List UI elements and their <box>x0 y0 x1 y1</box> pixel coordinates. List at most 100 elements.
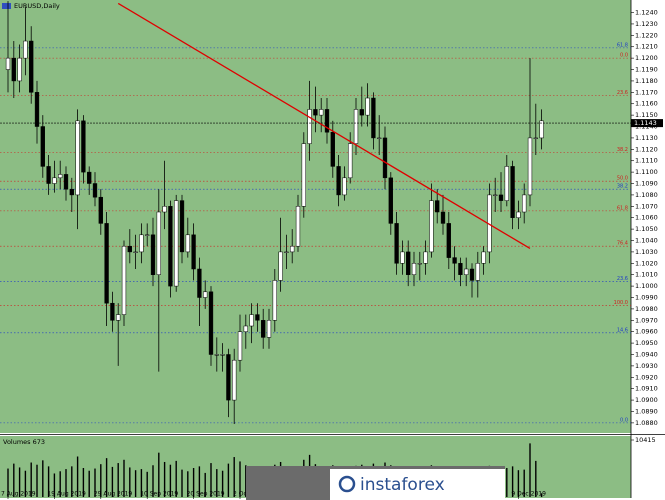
candle-body <box>504 166 509 201</box>
level-label: 0.0 <box>620 417 628 423</box>
candle-body <box>516 211 521 218</box>
candle-body <box>52 177 57 184</box>
candle-body <box>272 280 277 321</box>
candle-body <box>58 174 63 179</box>
y-tick-label: 1.1060 <box>635 214 658 222</box>
candle-body <box>307 109 312 144</box>
candle-body <box>150 234 156 275</box>
level-label: 38.2 <box>617 184 628 190</box>
candle-body <box>475 263 480 281</box>
candle-body <box>458 263 463 275</box>
candle-body <box>365 97 370 116</box>
y-tick-label: 1.0990 <box>635 293 658 301</box>
candle-body <box>34 92 40 127</box>
y-tick-label: 1.0930 <box>635 362 658 370</box>
candle-body <box>116 314 121 321</box>
candle-body <box>417 263 422 265</box>
candle-body <box>232 359 237 401</box>
candle-body <box>394 223 399 264</box>
y-tick-label: 1.1110 <box>635 157 658 165</box>
candle-body <box>527 137 533 196</box>
candle-body <box>319 109 324 116</box>
y-tick-label: 1.1200 <box>635 54 658 62</box>
y-tick-label: 1.0920 <box>635 373 658 381</box>
y-tick-label: 1.0940 <box>635 350 658 358</box>
candle-body <box>498 194 504 201</box>
candle-body <box>510 166 515 218</box>
candle-body <box>348 143 353 179</box>
candle-body <box>278 251 283 281</box>
candle-body <box>197 268 202 298</box>
candle-body <box>110 302 115 321</box>
candle-body <box>87 171 92 184</box>
y-tick-label: 1.1000 <box>635 282 658 290</box>
candle-body <box>29 40 34 93</box>
candle-body <box>261 320 266 338</box>
level-label: 23.6 <box>617 90 628 96</box>
candle-body <box>17 57 22 82</box>
candle-body <box>23 40 28 59</box>
candle-body <box>168 206 173 287</box>
current-price-box <box>631 119 663 128</box>
level-label: 50.0 <box>617 176 628 182</box>
volume-tick-label: 10415 <box>635 436 656 444</box>
level-label: 100.0 <box>614 300 628 306</box>
candle-body <box>429 200 434 253</box>
candle-body <box>255 314 260 321</box>
candle-body <box>179 200 185 253</box>
candle-body <box>185 234 190 253</box>
candle-body <box>411 263 417 275</box>
candle-body <box>406 251 411 275</box>
candle-body <box>440 211 446 224</box>
candle-body <box>539 120 544 139</box>
y-tick-label: 1.1070 <box>635 202 658 210</box>
candle-body <box>423 251 428 264</box>
candle-body <box>127 245 132 253</box>
current-price-label: 1.1143 <box>634 119 657 127</box>
level-label: 76.4 <box>617 241 628 247</box>
candle-body <box>446 223 451 258</box>
candle-body <box>295 206 301 247</box>
candle-body <box>145 234 150 236</box>
candle-body <box>63 174 69 190</box>
candle-body <box>266 320 272 338</box>
candle-body <box>435 200 440 213</box>
candle-body <box>377 137 382 139</box>
y-tick-label: 1.1160 <box>635 100 658 108</box>
x-tick-label: 9 Dec 2019 <box>511 491 546 498</box>
y-tick-label: 1.1220 <box>635 31 658 39</box>
candle-body <box>220 354 225 356</box>
candle-body <box>46 166 51 184</box>
candle-body <box>139 234 144 253</box>
y-tick-label: 1.0910 <box>635 385 658 393</box>
y-tick-label: 1.1040 <box>635 237 658 245</box>
y-tick-label: 1.1080 <box>635 191 658 199</box>
logo-icon <box>338 475 356 493</box>
candle-body <box>226 354 231 401</box>
y-tick-label: 1.1170 <box>635 88 658 96</box>
candle-body <box>40 126 45 167</box>
y-tick-label: 1.1190 <box>635 66 658 74</box>
candle-body <box>342 177 347 196</box>
y-tick-label: 1.1130 <box>635 134 658 142</box>
x-tick-label: 29 Aug 2019 <box>94 491 133 498</box>
candle-body <box>98 196 103 224</box>
x-tick-label: 19 Aug 2019 <box>47 491 86 498</box>
candle-body <box>104 223 109 304</box>
candle-body <box>388 177 393 224</box>
y-tick-label: 1.0890 <box>635 407 658 415</box>
y-tick-label: 1.1050 <box>635 225 658 233</box>
candle-body <box>359 109 364 116</box>
candle-body <box>464 268 469 275</box>
level-label: 14.6 <box>617 327 628 333</box>
candle-body <box>81 120 86 173</box>
candle-body <box>533 137 538 139</box>
y-tick-label: 1.1230 <box>635 20 658 28</box>
symbol-icon <box>2 3 11 9</box>
candle-body <box>336 166 341 196</box>
candle-body <box>121 245 127 315</box>
logo-text: instaforex <box>360 475 445 495</box>
candle-body <box>191 234 196 270</box>
level-label: 61.8 <box>617 205 628 211</box>
